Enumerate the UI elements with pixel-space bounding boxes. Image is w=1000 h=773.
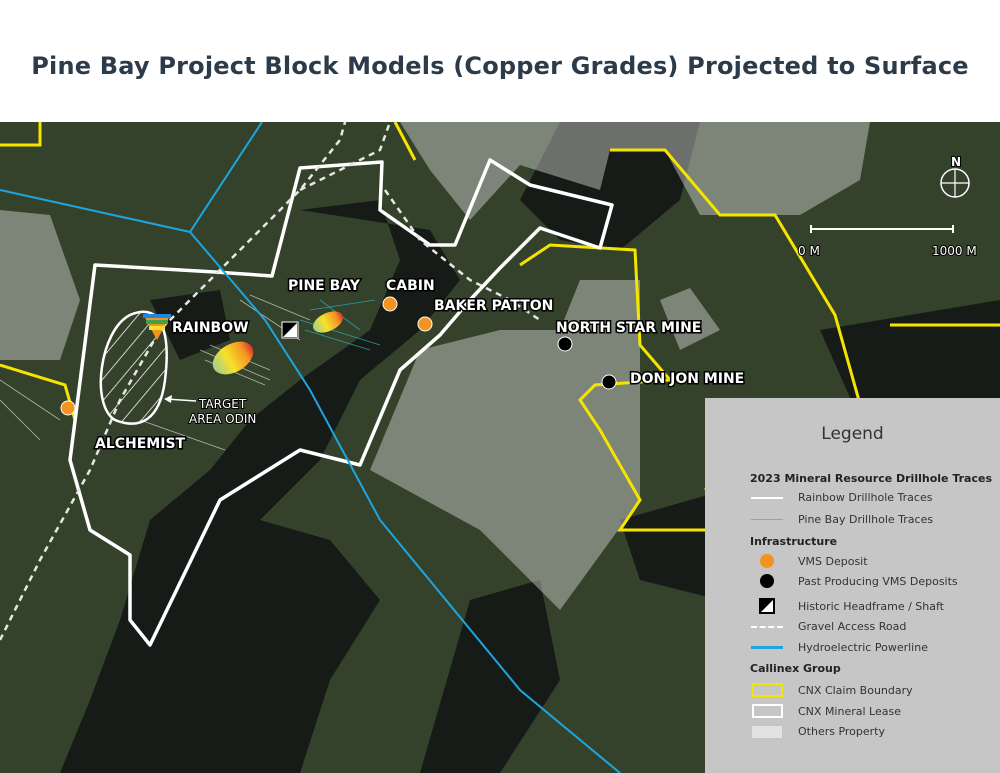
black-dot-icon — [750, 574, 784, 588]
legend-item: Others Property — [750, 725, 885, 738]
label-north-star: NORTH STAR MINE — [556, 320, 701, 336]
orange-dot-icon — [750, 554, 784, 568]
label-target-2: AREA ODIN — [189, 412, 256, 426]
past-producing-don-jon[interactable] — [601, 374, 617, 390]
legend-label: Gravel Access Road — [798, 620, 907, 633]
legend-item: Historic Headframe / Shaft — [750, 598, 944, 614]
label-don-jon: DON JON MINE — [630, 371, 744, 387]
drillhole-traces — [0, 294, 381, 451]
legend-item: Hydroelectric Powerline — [750, 641, 928, 654]
legend-label: Pine Bay Drillhole Traces — [798, 513, 934, 526]
rainbow-block-model — [212, 341, 254, 375]
past-producing-north-star[interactable] — [557, 336, 573, 352]
scale-start: 0 M — [798, 244, 820, 258]
dashed-line-icon — [750, 625, 784, 628]
headframe-shaft-icon — [281, 321, 299, 339]
north-arrow-icon: N — [940, 154, 970, 198]
vms-deposit-baker-patton[interactable] — [417, 316, 433, 332]
grey-box-icon — [750, 725, 784, 738]
legend-header-callinex: Callinex Group — [750, 662, 841, 675]
legend-label: Others Property — [798, 725, 886, 738]
legend-label: Historic Headframe / Shaft — [798, 599, 944, 613]
label-pine-bay: PINE BAY — [288, 278, 361, 294]
scale-end: 1000 M — [932, 244, 977, 258]
legend-label: VMS Deposit — [798, 554, 868, 568]
legend-item: Rainbow Drillhole Traces — [750, 491, 932, 504]
yellow-box-icon — [750, 683, 784, 697]
legend-label: Past Producing VMS Deposits — [798, 574, 958, 588]
label-cabin: CABIN — [386, 278, 435, 294]
scale-bar: 0 M 1000 M — [797, 225, 978, 259]
legend-title: Legend — [821, 424, 884, 444]
legend-item: VMS Deposit — [750, 554, 868, 568]
map-title: Pine Bay Project Block Models (Copper Gr… — [31, 52, 969, 80]
label-target-1: TARGET — [198, 397, 247, 411]
rainbow-icon — [143, 314, 171, 340]
legend-label: Rainbow Drillhole Traces — [798, 491, 933, 504]
block-models — [212, 311, 343, 375]
blue-line-icon — [750, 646, 784, 649]
legend-label: Hydroelectric Powerline — [798, 641, 928, 654]
white-line-icon — [750, 496, 784, 499]
cyan-line-icon — [750, 519, 784, 520]
legend-item: Pine Bay Drillhole Traces — [750, 513, 933, 526]
others-property — [0, 122, 870, 610]
cnx-mineral-lease — [68, 158, 614, 647]
headframe-icon — [750, 598, 784, 614]
legend-header-infrastructure: Infrastructure — [750, 535, 838, 548]
label-alchemist: ALCHEMIST — [95, 436, 186, 452]
legend-item: Past Producing VMS Deposits — [750, 574, 958, 588]
legend-label: CNX Claim Boundary — [798, 683, 913, 697]
gravel-access-road — [0, 122, 541, 641]
north-label: N — [951, 155, 961, 169]
legend-label: CNX Mineral Lease — [798, 704, 901, 718]
hydroelectric-powerline — [0, 122, 621, 773]
label-baker-patton: BAKER PATTON — [434, 298, 553, 314]
vms-deposit-alchemist[interactable] — [60, 400, 76, 416]
legend-item: CNX Mineral Lease — [750, 704, 901, 718]
white-box-icon — [750, 704, 784, 718]
legend-item: CNX Claim Boundary — [750, 683, 913, 697]
legend-item: Gravel Access Road — [750, 620, 906, 633]
pine-bay-block-model — [313, 311, 343, 333]
legend-header-drillhole: 2023 Mineral Resource Drillhole Traces — [750, 472, 992, 485]
legend: Legend 2023 Mineral Resource Drillhole T… — [705, 398, 1000, 773]
vms-deposit-cabin[interactable] — [382, 296, 398, 312]
arrow-head-icon — [164, 395, 172, 403]
lakes — [60, 122, 1000, 773]
label-rainbow: RAINBOW — [172, 320, 249, 336]
